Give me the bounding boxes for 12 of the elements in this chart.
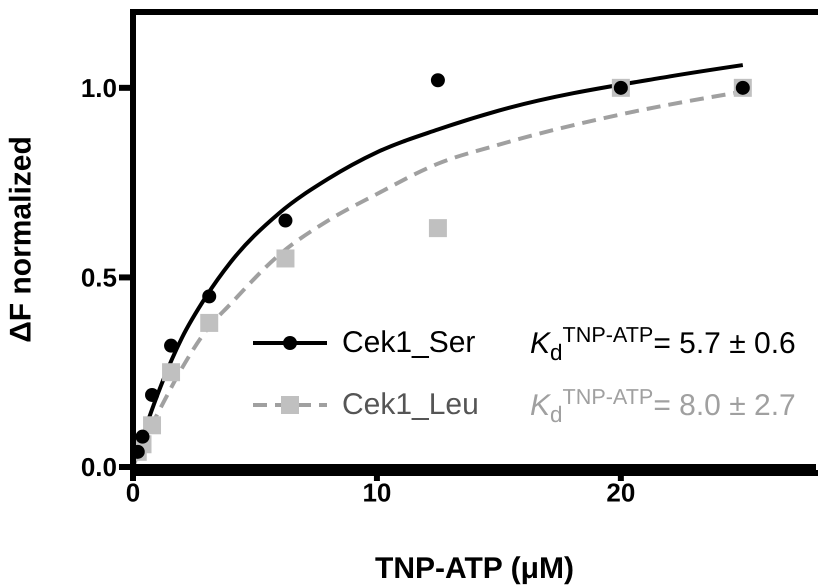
x-tick-label: 0 [126,477,140,508]
y-axis-title: ΔF normalized [4,136,38,343]
x-axis-title: TNP-ATP (μM) [375,552,574,585]
legend-label: Cek1_Ser [342,326,476,360]
x-tick-label: 10 [362,477,392,508]
y-tick-label: 1.0 [80,73,117,104]
y-tick-label: 0.0 [80,452,117,482]
x-tick-label: 20 [606,477,636,508]
annotation: K$_{d}$$^{TNP-ATP}$= 5.7 ± 0.6 [530,322,796,366]
y-tick-label: 0.5 [80,262,117,293]
legend-label: Cek1_Leu [342,388,479,422]
annotation: K$_{d}$$^{TNP-ATP}$= 8.0 ± 2.7 [530,384,796,428]
